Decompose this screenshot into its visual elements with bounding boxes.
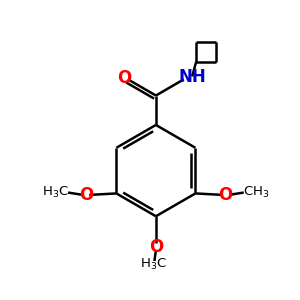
Text: H$_3$C: H$_3$C	[140, 257, 167, 272]
Text: O: O	[117, 69, 131, 87]
Text: NH: NH	[178, 68, 206, 86]
Text: H$_3$C: H$_3$C	[42, 185, 69, 200]
Text: CH$_3$: CH$_3$	[243, 185, 269, 200]
Text: O: O	[149, 238, 163, 256]
Text: O: O	[218, 186, 233, 204]
Text: O: O	[79, 186, 94, 204]
